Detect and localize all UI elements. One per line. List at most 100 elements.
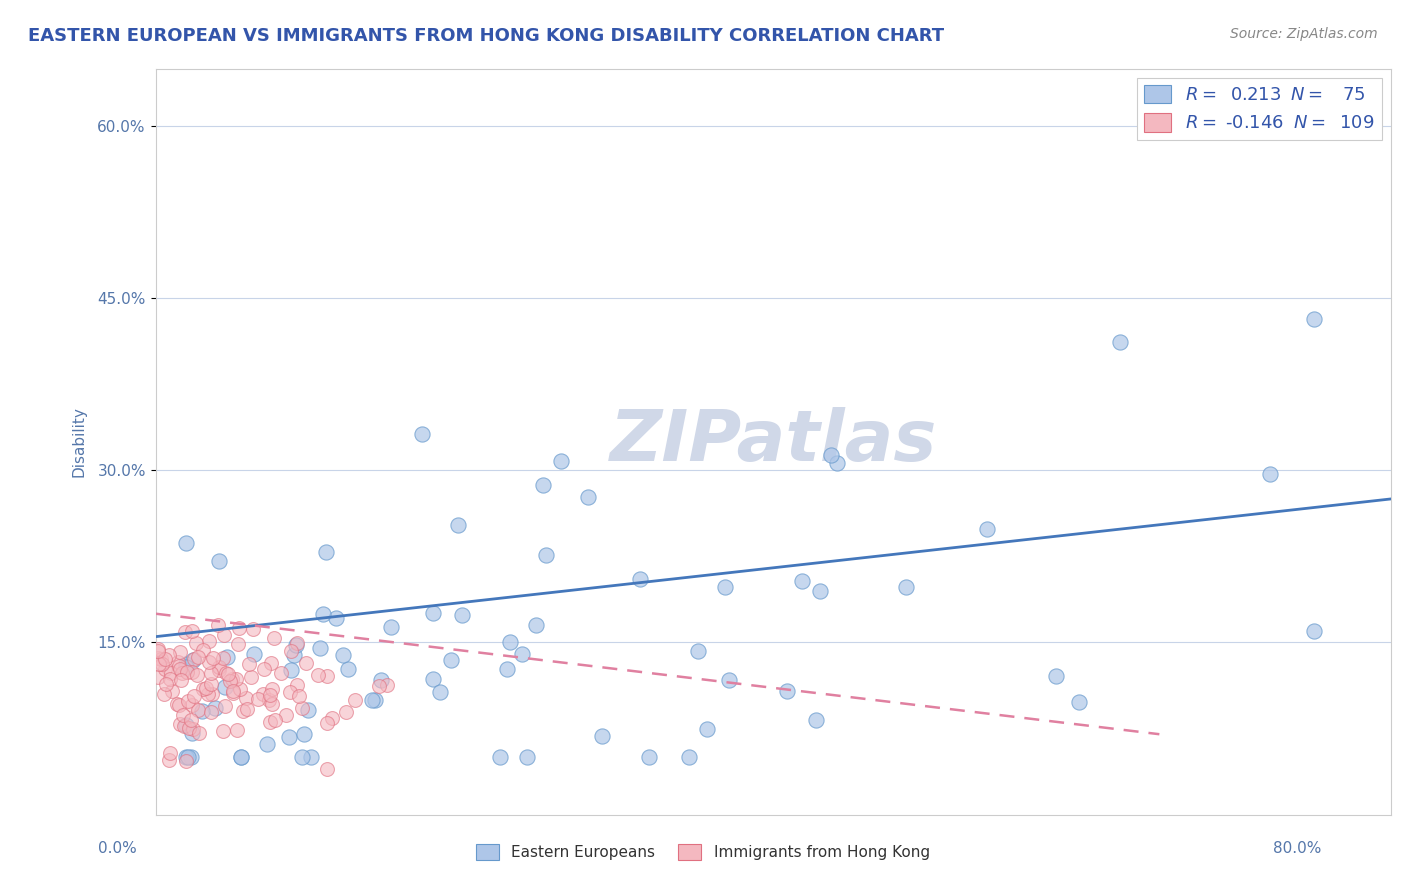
Point [183, 652, 205, 666]
Point [229, 682, 252, 697]
Point [215, 665, 238, 680]
Point [235, 691, 257, 706]
Point [239, 670, 262, 684]
Point [321, 711, 343, 725]
Point [229, 750, 252, 764]
Point [368, 679, 391, 693]
Point [167, 659, 190, 673]
Point [825, 456, 848, 470]
Point [169, 662, 191, 676]
Point [181, 726, 204, 740]
Point [499, 635, 522, 649]
Point [820, 448, 842, 462]
Point [790, 574, 813, 588]
Point [263, 713, 285, 727]
Point [212, 651, 235, 665]
Point [628, 572, 651, 586]
Point [167, 698, 190, 713]
Text: 80.0%: 80.0% [1274, 841, 1322, 856]
Point [197, 687, 219, 701]
Point [219, 674, 242, 689]
Point [153, 662, 176, 676]
Point [155, 677, 177, 691]
Point [299, 750, 322, 764]
Point [160, 684, 183, 698]
Point [187, 650, 209, 665]
Point [440, 653, 463, 667]
Point [976, 522, 998, 536]
Point [696, 722, 718, 736]
Point [200, 677, 222, 691]
Point [183, 652, 205, 666]
Point [207, 660, 229, 674]
Text: ZIPatlas: ZIPatlas [610, 407, 936, 476]
Point [176, 750, 198, 764]
Point [208, 554, 231, 568]
Point [149, 652, 172, 666]
Point [260, 657, 283, 671]
Point [536, 549, 558, 563]
Point [550, 454, 572, 468]
Point [159, 673, 181, 687]
Point [225, 672, 247, 686]
Point [181, 723, 204, 737]
Point [446, 517, 468, 532]
Point [361, 693, 384, 707]
Point [232, 704, 254, 718]
Point [231, 750, 253, 764]
Point [159, 747, 181, 761]
Point [207, 618, 229, 632]
Point [495, 662, 517, 676]
Point [157, 648, 180, 663]
Point [335, 705, 357, 719]
Point [638, 750, 661, 764]
Point [170, 673, 193, 688]
Point [200, 705, 222, 719]
Point [193, 682, 215, 697]
Point [370, 673, 392, 687]
Point [214, 680, 236, 694]
Point [260, 682, 283, 697]
Point [516, 750, 538, 764]
Point [308, 640, 330, 655]
Point [181, 665, 204, 679]
Point [191, 704, 214, 718]
Point [221, 686, 243, 700]
Point [270, 665, 292, 680]
Point [280, 685, 302, 699]
Point [283, 648, 305, 662]
Point [450, 607, 472, 622]
Point [510, 648, 533, 662]
Point [325, 610, 347, 624]
Point [202, 651, 225, 665]
Point [285, 638, 308, 652]
Point [217, 666, 239, 681]
Point [174, 625, 197, 640]
Point [312, 607, 335, 621]
Point [198, 655, 221, 669]
Point [180, 750, 202, 764]
Point [157, 753, 180, 767]
Text: 0.0%: 0.0% [98, 841, 138, 856]
Point [184, 636, 207, 650]
Point [375, 678, 398, 692]
Point [177, 694, 200, 708]
Point [253, 662, 276, 676]
Point [159, 666, 181, 681]
Text: EASTERN EUROPEAN VS IMMIGRANTS FROM HONG KONG DISABILITY CORRELATION CHART: EASTERN EUROPEAN VS IMMIGRANTS FROM HONG… [28, 27, 945, 45]
Point [1069, 694, 1091, 708]
Point [280, 663, 302, 677]
Point [243, 647, 266, 661]
Point [186, 668, 208, 682]
Point [191, 642, 214, 657]
Point [315, 545, 337, 559]
Point [242, 622, 264, 636]
Point [150, 657, 173, 672]
Point [260, 697, 283, 711]
Point [180, 624, 202, 639]
Point [291, 750, 314, 764]
Point [1302, 624, 1324, 638]
Point [176, 665, 198, 680]
Point [422, 673, 444, 687]
Point [343, 693, 366, 707]
